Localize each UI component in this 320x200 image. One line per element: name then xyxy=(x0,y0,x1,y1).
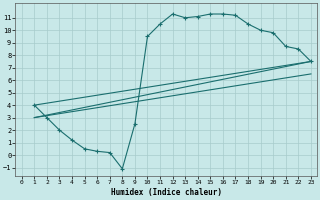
X-axis label: Humidex (Indice chaleur): Humidex (Indice chaleur) xyxy=(111,188,222,197)
